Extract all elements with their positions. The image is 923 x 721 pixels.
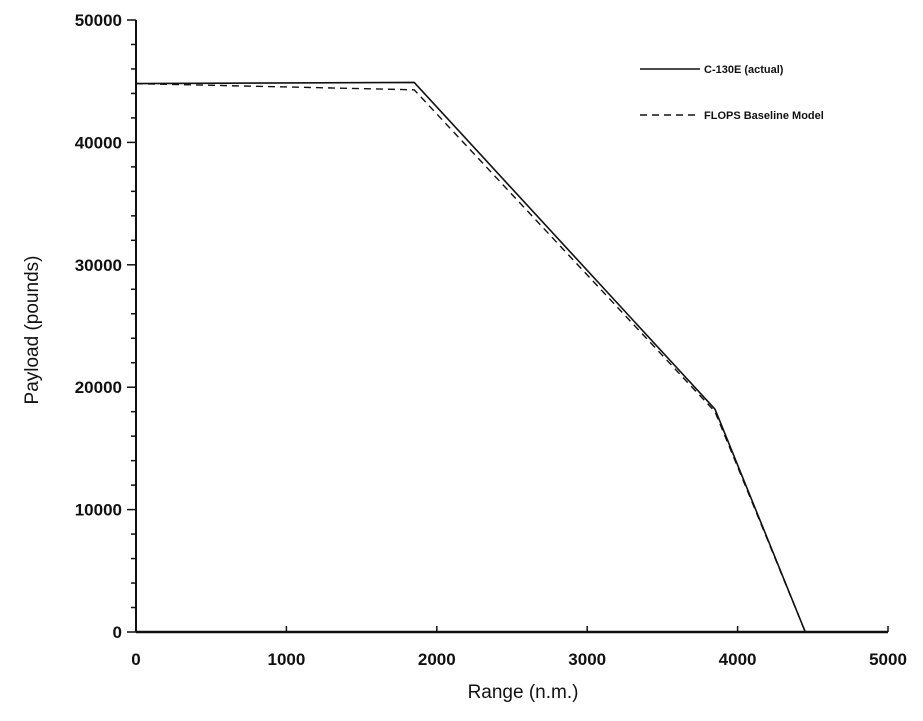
series-line-c130e-actual — [135, 81, 807, 633]
x-tick-label: 3000 — [568, 650, 606, 669]
y-tick-label: 10000 — [75, 501, 122, 520]
axes — [135, 20, 888, 634]
y-tick-label: 40000 — [75, 133, 122, 152]
y-tick-label: 0 — [113, 623, 122, 642]
x-tick-label: 0 — [131, 650, 140, 669]
legend-label: C-130E (actual) — [704, 64, 784, 76]
x-tick-label: 5000 — [869, 650, 907, 669]
y-axis-title: Payload (pounds) — [22, 256, 43, 405]
y-tick-label: 50000 — [75, 11, 122, 30]
x-tick-label: 1000 — [267, 650, 305, 669]
series-line-flops-baseline — [135, 82, 806, 633]
legend: C-130E (actual) FLOPS Baseline Model — [640, 64, 824, 122]
series — [135, 81, 807, 633]
ticks: 0 10000 20000 30000 40000 50000 0 1000 2000 3000 4… — [75, 11, 907, 669]
x-tick-label: 2000 — [418, 650, 456, 669]
y-tick-label: 20000 — [75, 378, 122, 397]
y-tick-label: 30000 — [75, 256, 122, 275]
x-axis-title: Range (n.m.) — [468, 682, 579, 703]
legend-label: FLOPS Baseline Model — [704, 110, 824, 122]
x-tick-label: 4000 — [719, 650, 757, 669]
